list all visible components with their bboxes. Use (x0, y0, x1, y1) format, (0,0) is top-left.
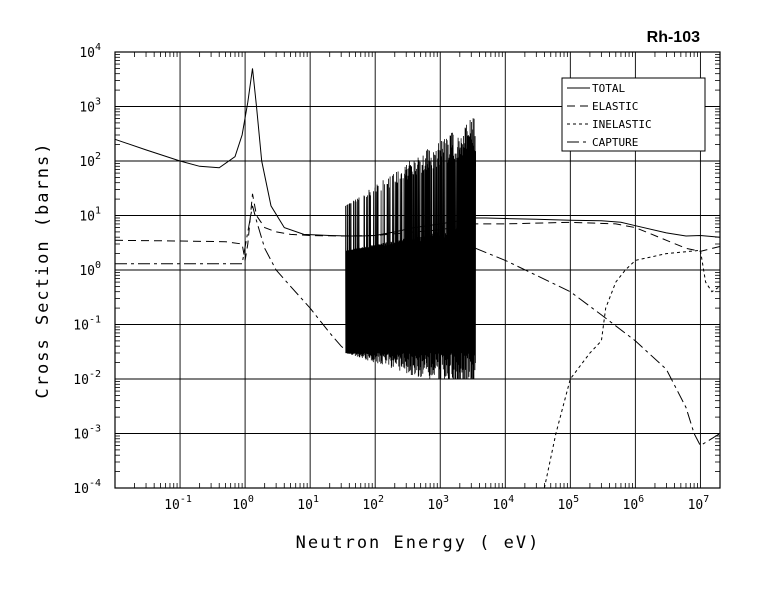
x-tick-label: 107 (688, 494, 710, 513)
legend-label-capture: CAPTURE (592, 136, 638, 149)
y-axis-ticks: 10-4 10-3 10-2 10-1 100 101 102 103 104 (73, 42, 720, 497)
series-line-inelastic (543, 249, 721, 489)
x-tick-label: 100 (232, 494, 254, 513)
y-tick-label: 103 (79, 97, 101, 116)
series-line-capture (115, 205, 721, 447)
y-tick-label: 10-1 (73, 315, 101, 334)
y-tick-label: 101 (79, 206, 101, 225)
legend-label-inelastic: INELASTIC (592, 118, 652, 131)
legend-box (561, 77, 706, 152)
series-line-elastic (114, 193, 721, 261)
x-tick-label: 102 (362, 494, 384, 513)
legend-label-elastic: ELASTIC (592, 100, 638, 113)
resonance-region (345, 118, 477, 380)
x-tick-label: 105 (557, 494, 579, 513)
y-axis-label: Cross Section (barns) (33, 142, 53, 399)
y-tick-label: 100 (79, 260, 101, 279)
y-tick-label: 10-4 (73, 478, 101, 497)
chart-title: Rh-103 (647, 29, 700, 46)
legend: TOTAL ELASTIC INELASTIC CAPTURE (561, 77, 706, 152)
resonance-trace (345, 118, 477, 380)
x-axis-ticks: 10-1 100 101 102 103 104 105 106 107 (134, 52, 721, 513)
y-tick-label: 102 (79, 151, 101, 170)
legend-label-total: TOTAL (592, 82, 625, 95)
y-tick-label: 10-3 (73, 424, 101, 443)
y-tick-label: 104 (79, 42, 101, 61)
x-tick-label: 106 (623, 494, 645, 513)
series-lines (114, 68, 721, 489)
x-tick-label: 10-1 (164, 494, 192, 513)
x-tick-label: 104 (492, 494, 514, 513)
y-tick-label: 10-2 (73, 369, 101, 388)
x-tick-label: 103 (427, 494, 449, 513)
x-axis-label: Neutron Energy ( eV) (296, 533, 541, 553)
x-tick-label: 101 (297, 494, 319, 513)
